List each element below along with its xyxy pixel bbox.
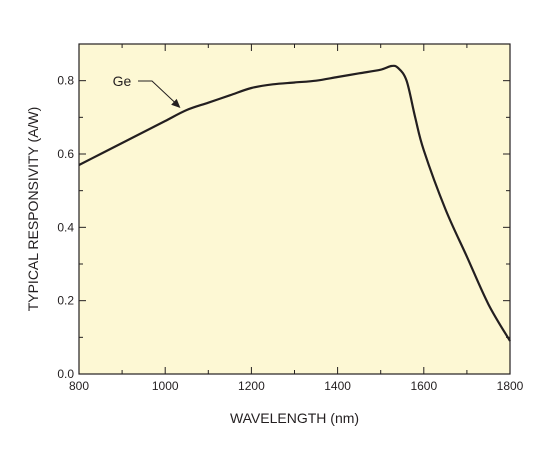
y-axis-title: TYPICAL RESPONSIVITY (A/W) <box>25 107 41 312</box>
y-tick-label: 0.0 <box>57 367 74 381</box>
y-tick-label: 0.4 <box>57 220 74 234</box>
x-tick-label: 1000 <box>152 379 179 393</box>
tick-labels: 800 1000 1200 1400 1600 1800 0.0 0.2 0.4 0.6 0.8 <box>57 74 523 393</box>
x-tick-label: 1200 <box>238 379 265 393</box>
plot-area <box>79 44 510 374</box>
x-tick-label: 1400 <box>324 379 351 393</box>
y-tick-label: 0.6 <box>57 147 74 161</box>
plot-frame <box>78 43 511 375</box>
x-tick-label: 1800 <box>497 379 524 393</box>
y-tick-label: 0.2 <box>57 294 74 308</box>
y-tick-label: 0.8 <box>57 74 74 88</box>
annotations: Ge <box>113 73 181 108</box>
annotation-label-ge: Ge <box>113 73 132 89</box>
x-tick-label: 1600 <box>410 379 437 393</box>
x-tick-label: 800 <box>69 379 89 393</box>
x-axis-title: WAVELENGTH (nm) <box>230 410 359 426</box>
annotation-leader <box>138 80 176 104</box>
annotation-arrowhead <box>171 98 181 108</box>
series-line-ge <box>78 64 511 342</box>
